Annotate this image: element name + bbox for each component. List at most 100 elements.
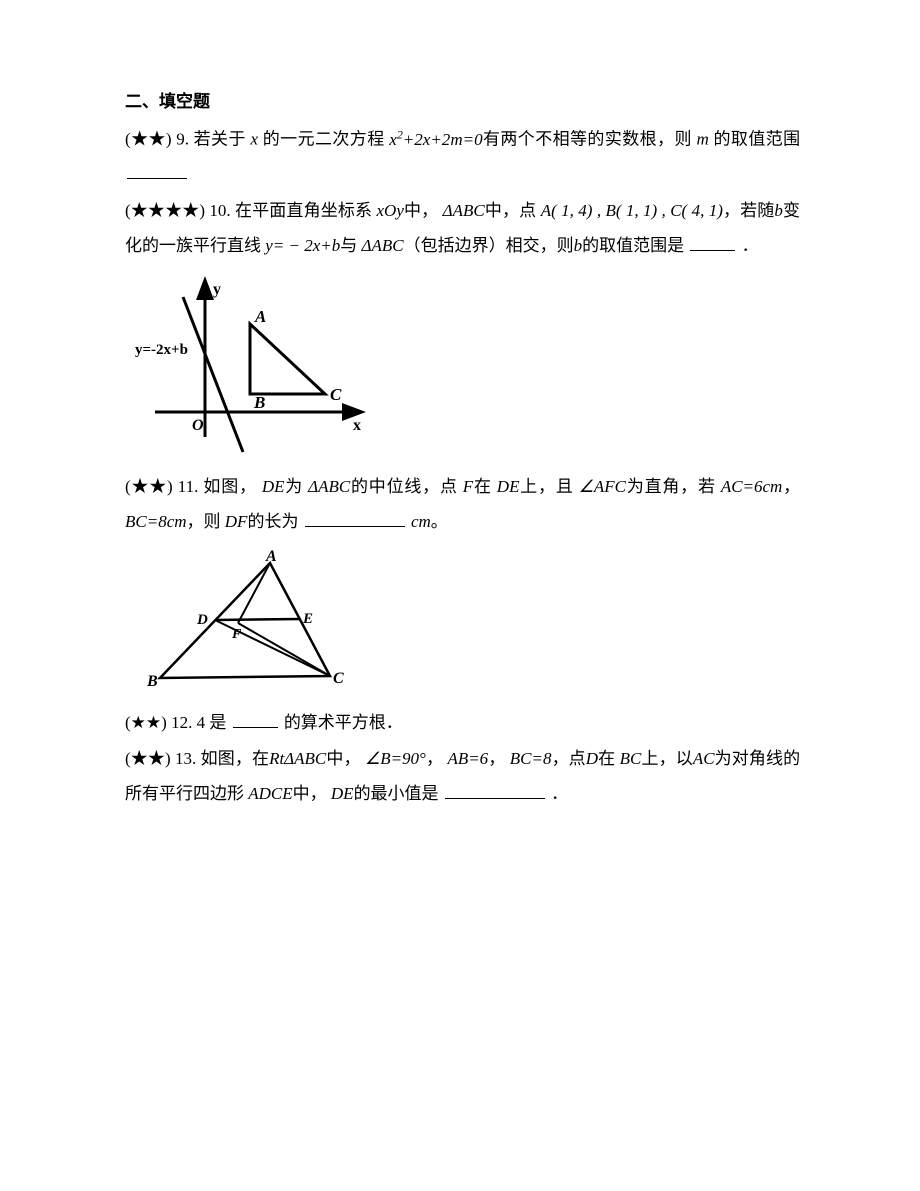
q10-text: (★★★★) 10. 在平面直角坐标系 xOy中， ΔABC中，点 A( 1, … — [125, 194, 800, 264]
q12-num: 12. — [171, 713, 192, 732]
q10-eq: y= − 2x+b — [265, 236, 340, 255]
q11-t1: 如图， — [203, 477, 256, 496]
q10-b1: b — [774, 201, 783, 220]
q10-t8: 的取值范围是 — [582, 236, 684, 255]
q13-t5: ，点 — [551, 749, 585, 768]
q11-A: A — [265, 548, 277, 565]
q10-num: 10. — [209, 201, 230, 220]
q10-t1: 在平面直角坐标系 — [235, 201, 372, 220]
q10-tri: ΔABC — [443, 201, 485, 220]
q13-bc2: BC — [620, 749, 642, 768]
q11-stars: (★★) — [125, 477, 173, 496]
q9-blank — [127, 162, 187, 179]
q11-de2: DE — [497, 477, 520, 496]
q11-period: 。 — [431, 512, 448, 531]
q11-D: D — [196, 612, 208, 628]
q10-pts: A( 1, 4) , B( 1, 1) , C( 4, 1) — [541, 201, 723, 220]
q12-blank — [233, 711, 278, 728]
q11-svg: A B C D E F — [135, 548, 365, 698]
q10-b2: b — [574, 236, 583, 255]
q13-adce: ADCE — [248, 784, 292, 803]
q10-t4: ，若随 — [723, 201, 775, 220]
q10-figure: y x O y=-2x+b A B C — [135, 272, 800, 462]
q11-t5: 上，且 — [519, 477, 573, 496]
q9-x: x — [251, 130, 259, 149]
q10-blank — [690, 234, 735, 251]
q13-t1: 如图，在 — [201, 749, 269, 768]
q9-t2: 的一元二次方程 — [263, 130, 385, 149]
q13-t6: 在 — [598, 749, 615, 768]
q9-num: 9. — [176, 130, 189, 149]
q10-B: B — [253, 393, 265, 412]
q11-ac: AC=6cm — [721, 477, 783, 496]
q11-figure: A B C D E F — [135, 548, 800, 698]
q10-t7: （包括边界）相交，则 — [404, 236, 574, 255]
q13-text: (★★) 13. 如图，在RtΔABC中， ∠B=90°， AB=6， BC=8… — [125, 742, 800, 812]
question-13: (★★) 13. 如图，在RtΔABC中， ∠B=90°， AB=6， BC=8… — [125, 742, 800, 812]
q13-blank — [445, 782, 545, 799]
q11-t9: 的长为 — [247, 512, 298, 531]
q10-olabel: O — [192, 417, 204, 434]
question-10: (★★★★) 10. 在平面直角坐标系 xOy中， ΔABC中，点 A( 1, … — [125, 194, 800, 462]
q10-xlabel: x — [353, 417, 361, 434]
q13-t10: 的最小值是 — [354, 784, 439, 803]
q11-de: DE — [262, 477, 285, 496]
q11-text: (★★) 11. 如图， DE为 ΔABC的中位线，点 F在 DE上，且 ∠AF… — [125, 470, 800, 540]
q13-de: DE — [331, 784, 354, 803]
q11-f: F — [463, 477, 473, 496]
q12-t2: 的算术平方根． — [284, 713, 403, 732]
q9-t4: 的取值范围 — [714, 130, 801, 149]
q11-blank — [305, 510, 405, 527]
q10-linelabel: y=-2x+b — [135, 342, 188, 358]
q10-ylabel: y — [213, 281, 221, 298]
q10-C: C — [330, 385, 342, 404]
q13-stars: (★★) — [125, 749, 171, 768]
q13-ab: AB=6 — [447, 749, 488, 768]
q13-t7: 上，以 — [641, 749, 692, 768]
q11-C: C — [333, 670, 344, 687]
q12-four: 4 — [197, 713, 206, 732]
q11-ang: ∠AFC — [579, 477, 626, 496]
q11-B: B — [146, 673, 158, 690]
question-11: (★★) 11. 如图， DE为 ΔABC的中位线，点 F在 DE上，且 ∠AF… — [125, 470, 800, 698]
q10-svg: y x O y=-2x+b A B C — [135, 272, 375, 462]
question-9: (★★) 9. 若关于 x 的一元二次方程 x2+2x+2m=0有两个不相等的实… — [125, 122, 800, 192]
q10-xoy: xOy — [377, 201, 404, 220]
q9-t1: 若关于 — [194, 130, 246, 149]
q13-t2: 中， — [326, 749, 360, 768]
q13-bc: BC=8 — [510, 749, 552, 768]
q10-tri2: ΔABC — [362, 236, 404, 255]
q13-num: 13. — [175, 749, 196, 768]
q11-t7: ， — [782, 477, 800, 496]
q11-t8: ，则 — [187, 512, 221, 531]
q13-t3: ， — [426, 749, 443, 768]
q13-period: ． — [551, 784, 568, 803]
q11-cm: cm — [411, 512, 431, 531]
q11-F: F — [231, 627, 242, 642]
q10-t6: 与 — [340, 236, 357, 255]
q12-t1: 是 — [209, 713, 226, 732]
q11-num: 11. — [178, 477, 199, 496]
q9-eq: x2+2x+2m=0 — [389, 130, 482, 149]
section-title: 二、填空题 — [125, 85, 800, 120]
q13-d: D — [586, 749, 598, 768]
q10-stars: (★★★★) — [125, 201, 205, 220]
q11-t3: 的中位线，点 — [350, 477, 458, 496]
q13-rt: RtΔABC — [269, 749, 326, 768]
q13-t9: 中， — [293, 784, 327, 803]
q11-E: E — [302, 611, 313, 627]
q10-A: A — [254, 307, 266, 326]
q13-t4: ， — [488, 749, 505, 768]
q9-stars: (★★) — [125, 130, 172, 149]
q11-t6: 为直角，若 — [626, 477, 716, 496]
q11-df: DF — [225, 512, 248, 531]
q9-m: m — [697, 130, 709, 149]
q13-ac: AC — [693, 749, 715, 768]
question-12: (★★) 12. 4 是 的算术平方根． — [125, 706, 800, 741]
q11-t2: 为 — [285, 477, 304, 496]
q12-stars: (★★) — [125, 713, 167, 732]
q9-t3: 有两个不相等的实数根，则 — [483, 130, 692, 149]
q10-t3: 中，点 — [485, 201, 537, 220]
q11-tri: ΔABC — [308, 477, 350, 496]
q11-bc: BC=8cm — [125, 512, 187, 531]
